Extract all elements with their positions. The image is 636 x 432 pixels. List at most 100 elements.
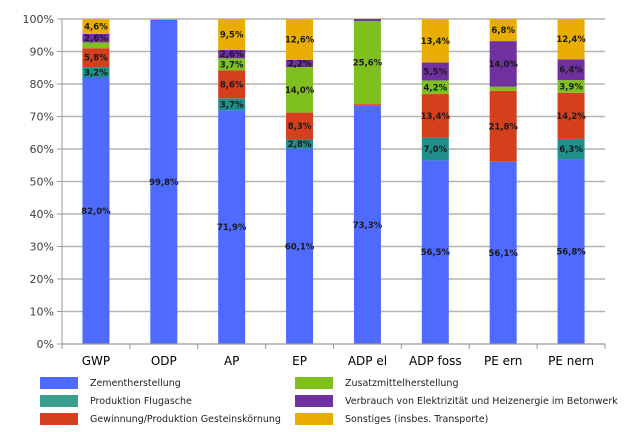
- bar-segment: [353, 105, 381, 345]
- data-label: 2,6%: [84, 34, 108, 44]
- bars: 82,0% 3,2% 5,8% 2,6% 4,6% 99,8% 71,9% 3,7% 8,6% 3…: [81, 19, 586, 345]
- data-label: 99,8%: [149, 178, 179, 188]
- x-tick-label: ADP foss: [409, 354, 462, 368]
- bar-stack-pe-ern: 56,1% 21,8% 14,0% 6,8%: [488, 19, 518, 344]
- bar-segment: [353, 20, 381, 105]
- legend-swatch: [295, 395, 333, 407]
- legend-item-gewinnung-gesteinskoernung: Gewinnung/Produktion Gesteinskörnung: [40, 412, 281, 426]
- stacked-bar-chart: 0% 10% 20% 30% 40% 50% 60% 70% 80% 90% 100% 82,0% 3…: [23, 13, 606, 368]
- bar-segment: [286, 19, 314, 60]
- bar-segment: [286, 112, 314, 140]
- legend-item-zementherstellung: Zementherstellung: [40, 376, 181, 390]
- y-tick-label: 0%: [37, 338, 54, 351]
- x-tick-label: GWP: [82, 354, 110, 368]
- data-label: 60,1%: [285, 242, 315, 252]
- data-label: 4,6%: [84, 22, 108, 32]
- bar-segment: [557, 59, 585, 81]
- y-tick-label: 80%: [30, 78, 54, 91]
- data-label: 7,0%: [424, 145, 448, 155]
- data-label: 13,4%: [421, 112, 451, 122]
- bar-stack-odp: 99,8%: [149, 19, 179, 345]
- y-tick-label: 70%: [30, 111, 54, 124]
- data-label: 6,4%: [559, 66, 583, 76]
- legend-swatch: [40, 413, 78, 425]
- x-tick-label: AP: [224, 354, 239, 368]
- y-tick-label: 20%: [30, 273, 54, 286]
- bar-segment: [489, 161, 517, 344]
- data-label: 6,3%: [559, 145, 583, 155]
- legend-swatch: [40, 377, 78, 389]
- data-label: 82,0%: [81, 207, 111, 217]
- bar-segment: [421, 137, 449, 161]
- data-label: 5,5%: [424, 67, 448, 77]
- bar-segment: [353, 104, 381, 106]
- bar-segment: [489, 86, 517, 91]
- bar-segment: [218, 70, 246, 99]
- bar-segment: [286, 148, 314, 344]
- bar-segment: [218, 98, 246, 111]
- y-tick-label: 60%: [30, 143, 54, 156]
- x-tick-label: ODP: [151, 354, 177, 368]
- data-label: 14,0%: [488, 60, 518, 70]
- data-label: 14,2%: [556, 112, 586, 122]
- data-label: 3,9%: [559, 82, 583, 92]
- bar-segment: [421, 19, 449, 63]
- data-label: 21,8%: [488, 122, 518, 132]
- bar-segment: [421, 80, 449, 95]
- bar-segment: [489, 41, 517, 87]
- bar-stack-gwp: 82,0% 3,2% 5,8% 2,6% 4,6%: [81, 19, 111, 344]
- bar-segment: [82, 33, 110, 43]
- bar-stack-ep: 60,1% 2,8% 8,3% 14,0% 2,2% 12,6%: [285, 19, 315, 344]
- bar-segment: [557, 80, 585, 93]
- data-label: 14,0%: [285, 86, 315, 96]
- bar-segment: [82, 77, 110, 344]
- bar-segment: [421, 62, 449, 81]
- data-label: 2,2%: [288, 60, 312, 70]
- legend-item-produktion-flugasche: Produktion Flugasche: [40, 394, 192, 408]
- legend-swatch: [295, 413, 333, 425]
- bar-segment: [286, 67, 314, 113]
- bar-segment: [218, 110, 246, 344]
- bar-segment: [150, 19, 178, 345]
- data-label: 4,2%: [424, 83, 448, 93]
- data-label: 3,7%: [220, 60, 244, 70]
- data-label: 73,3%: [353, 221, 383, 231]
- bar-segment: [489, 90, 517, 162]
- data-label: 12,4%: [556, 35, 586, 45]
- data-label: 56,1%: [488, 249, 518, 259]
- legend-swatch: [295, 377, 333, 389]
- bar-segment: [489, 19, 517, 42]
- bar-stack-pe-nern: 56,8% 6,3% 14,2% 3,9% 6,4% 12,4%: [556, 19, 586, 344]
- y-axis: 0% 10% 20% 30% 40% 50% 60% 70% 80% 90% 100%: [23, 13, 63, 351]
- data-label: 12,6%: [285, 35, 315, 45]
- data-label: 3,7%: [220, 100, 244, 110]
- data-label: 2,8%: [288, 140, 312, 150]
- bar-segment: [218, 19, 246, 50]
- data-label: 8,6%: [220, 80, 244, 90]
- y-tick-label: 100%: [23, 13, 54, 26]
- data-label: 25,6%: [353, 59, 383, 69]
- x-tick-label: PE nern: [548, 354, 594, 368]
- x-tick-label: ADP el: [348, 354, 387, 368]
- data-label: 56,5%: [421, 248, 451, 258]
- y-tick-label: 40%: [30, 208, 54, 221]
- legend-item-verbrauch-elektrizitaet: Verbrauch von Elektrizität und Heizenerg…: [295, 394, 618, 408]
- y-tick-label: 90%: [30, 46, 54, 59]
- data-label: 3,2%: [84, 68, 108, 78]
- bar-segment: [557, 92, 585, 139]
- x-tick-label: PE ern: [484, 354, 522, 368]
- bar-segment: [421, 94, 449, 138]
- bar-segment: [82, 19, 110, 34]
- bar-segment: [82, 48, 110, 68]
- gridlines: [62, 18, 605, 313]
- bar-segment: [218, 49, 246, 59]
- data-label: 9,5%: [220, 30, 244, 40]
- legend-label: Zementherstellung: [90, 377, 181, 389]
- data-label: 13,4%: [421, 37, 451, 47]
- data-label: 5,8%: [84, 54, 108, 64]
- data-label: 6,8%: [491, 26, 515, 36]
- y-tick-label: 30%: [30, 241, 54, 254]
- legend: Zementherstellung Produktion Flugasche G…: [0, 370, 636, 432]
- bar-segment: [82, 67, 110, 78]
- bar-stack-adp-foss: 56,5% 7,0% 13,4% 4,2% 5,5% 13,4%: [421, 19, 451, 344]
